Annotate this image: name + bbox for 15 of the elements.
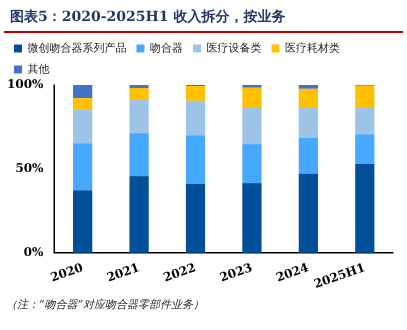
y-tick-label: 50% bbox=[15, 161, 44, 176]
y-tick-label: 100% bbox=[7, 77, 44, 92]
legend-label: 吻合器 bbox=[150, 41, 183, 54]
x-tick-label: 2024 bbox=[274, 260, 310, 284]
y-tick-label: 0% bbox=[24, 244, 44, 259]
x-tick-label: 2022 bbox=[161, 260, 198, 284]
legend-label: 医疗耗材类 bbox=[285, 41, 340, 54]
x-tick-label: 2020 bbox=[48, 260, 85, 284]
x-tick-label: 2021 bbox=[105, 260, 142, 284]
legend-label: 其他 bbox=[28, 62, 50, 76]
x-tick-label: 2023 bbox=[218, 260, 254, 284]
chart-title: 图表5：2020-2025H1 收入拆分，按业务 bbox=[4, 0, 403, 33]
legend-label: 医疗设备类 bbox=[206, 41, 262, 54]
legend-label: 微创吻合器系列产品 bbox=[28, 41, 126, 54]
text: （注：“吻合器”对应吻合器零部件业务） bbox=[5, 297, 206, 313]
